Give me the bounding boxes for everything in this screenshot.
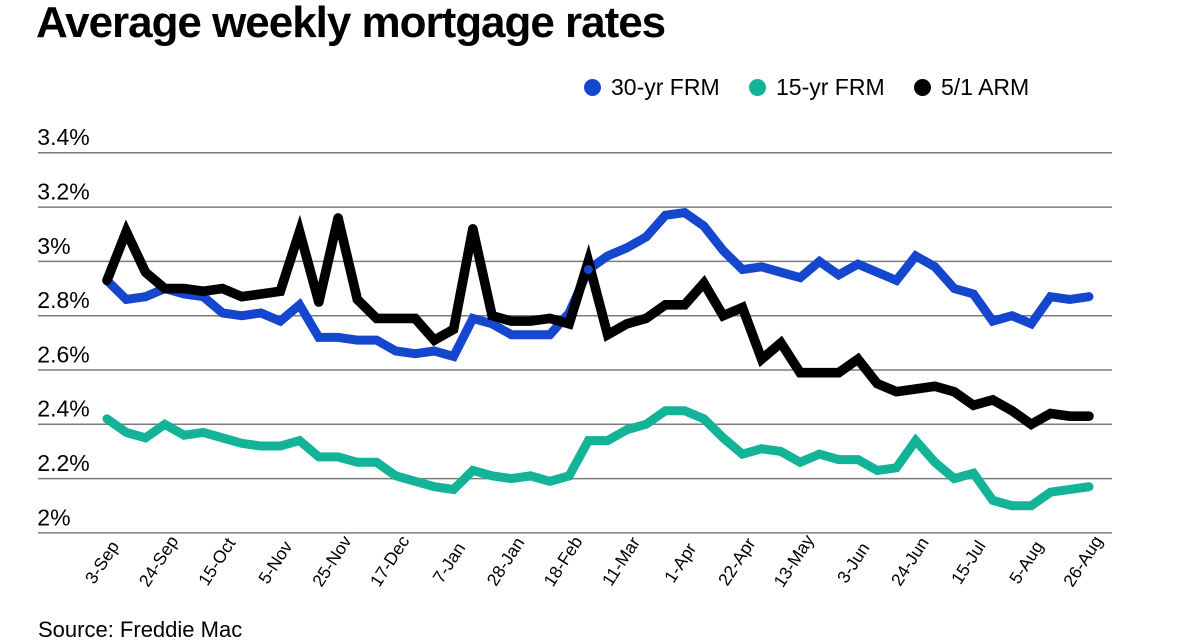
svg-text:26-Aug: 26-Aug	[1059, 532, 1107, 590]
svg-text:24-Jun: 24-Jun	[887, 533, 933, 589]
svg-text:11-Mar: 11-Mar	[598, 533, 644, 589]
svg-text:2.2%: 2.2%	[37, 450, 89, 476]
svg-text:3-Jun: 3-Jun	[833, 539, 874, 587]
svg-text:24-Sep: 24-Sep	[135, 532, 183, 590]
svg-text:28-Jan: 28-Jan	[483, 533, 529, 589]
svg-text:18-Feb: 18-Feb	[539, 532, 586, 589]
svg-text:13-May: 13-May	[769, 531, 818, 591]
svg-text:2.6%: 2.6%	[37, 341, 89, 367]
svg-text:1-Apr: 1-Apr	[660, 539, 700, 586]
svg-text:3-Sep: 3-Sep	[81, 537, 123, 587]
svg-text:3.4%: 3.4%	[37, 124, 89, 150]
svg-text:2.4%: 2.4%	[37, 396, 89, 422]
svg-text:5-Aug: 5-Aug	[1005, 537, 1047, 587]
svg-text:7-Jan: 7-Jan	[429, 539, 470, 587]
svg-text:22-Apr: 22-Apr	[714, 534, 759, 589]
svg-text:15-Oct: 15-Oct	[194, 534, 239, 589]
svg-text:3.2%: 3.2%	[37, 179, 89, 205]
svg-text:2.8%: 2.8%	[37, 287, 89, 313]
svg-text:3%: 3%	[37, 233, 70, 259]
svg-text:5-Nov: 5-Nov	[254, 537, 296, 587]
svg-text:17-Dec: 17-Dec	[366, 532, 414, 590]
svg-text:25-Nov: 25-Nov	[308, 532, 356, 590]
svg-text:2%: 2%	[37, 504, 70, 530]
svg-text:15-Jul: 15-Jul	[947, 537, 990, 588]
